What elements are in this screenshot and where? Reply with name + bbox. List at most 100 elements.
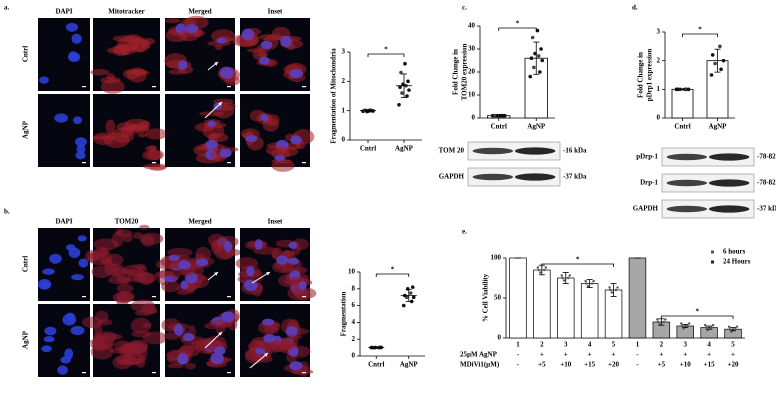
- cell-signal: [139, 224, 150, 230]
- significance: *: [695, 308, 699, 316]
- blot-size: -37 kDa: [757, 205, 776, 213]
- nucleus: [65, 22, 78, 32]
- band: [472, 147, 514, 155]
- x-tick-label: 1: [516, 341, 520, 349]
- y-tick-label: 50: [494, 294, 502, 302]
- significance-bracket: [660, 315, 734, 319]
- legend-label: 24 Hours: [723, 258, 751, 266]
- nucleus: [60, 356, 71, 364]
- table-cell: +20: [608, 361, 619, 369]
- bar: [533, 269, 551, 339]
- panel-label: b.: [4, 208, 10, 216]
- cell-signal: [199, 111, 225, 116]
- nucleus: [41, 345, 52, 353]
- nucleus: [77, 235, 87, 242]
- cell-signal: [109, 263, 120, 273]
- blot-frame: [467, 167, 561, 187]
- scale-bar: [152, 86, 156, 88]
- y-axis-label: Fragmentation of Mitochondria: [330, 48, 338, 144]
- nucleus: [210, 352, 224, 365]
- nucleus: [219, 148, 232, 158]
- row-label: AgNP: [22, 120, 30, 139]
- blot-name: TOM 20: [439, 147, 465, 155]
- nucleus: [258, 56, 270, 65]
- scale-bar: [152, 162, 156, 164]
- nucleus: [263, 333, 276, 343]
- arrow: [204, 101, 223, 119]
- point-decor: [680, 322, 683, 325]
- point-decor: [568, 274, 571, 277]
- nucleus: [262, 318, 275, 326]
- nucleus: [39, 76, 49, 84]
- arrow-head: [218, 332, 222, 336]
- point-decor: [727, 325, 731, 328]
- significance: *: [391, 266, 395, 274]
- point-decor: [609, 288, 612, 292]
- nucleus: [246, 266, 255, 277]
- y-axis-label: % Cell Viability: [482, 273, 490, 322]
- y-tick-label: 3: [342, 48, 346, 56]
- x-tick-label: 2: [660, 341, 664, 349]
- data-point: [683, 87, 687, 92]
- point-decor: [686, 324, 689, 328]
- scale-bar: [227, 372, 231, 374]
- nucleus: [290, 135, 302, 145]
- table-cell: +15: [584, 361, 595, 369]
- point-decor: [537, 268, 540, 272]
- table-cell: +20: [728, 361, 739, 369]
- point-decor: [680, 324, 684, 328]
- blot-size: -16 kDa: [563, 147, 587, 155]
- nucleus: [185, 24, 199, 34]
- nucleus: [65, 312, 75, 320]
- cell-signal: [167, 363, 184, 369]
- nucleus: [260, 113, 269, 122]
- y-tick-label: 100: [491, 254, 502, 262]
- y-tick-label: 1: [342, 106, 346, 114]
- y-axis-label: Fold Change in: [452, 49, 460, 95]
- nucleus: [243, 279, 258, 292]
- significance: *: [698, 26, 702, 34]
- nucleus: [57, 365, 68, 375]
- nucleus: [216, 37, 227, 44]
- column-header: Merged: [188, 218, 211, 226]
- blot-frame: [467, 141, 561, 161]
- column-header: Merged: [188, 8, 211, 16]
- nucleus: [219, 66, 234, 79]
- y-tick-label: 10: [468, 91, 476, 99]
- point-decor: [585, 282, 588, 285]
- cell-signal: [184, 362, 197, 370]
- panel-label: e.: [462, 228, 467, 236]
- y-tick-label: 40: [468, 22, 476, 30]
- significance: *: [576, 256, 580, 264]
- table-cell: +: [540, 351, 544, 359]
- nucleus: [288, 241, 298, 249]
- blot-name: GAPDH: [633, 205, 659, 213]
- x-tick-label: Cntrl: [674, 123, 690, 131]
- scale-bar: [302, 372, 306, 374]
- nucleus: [274, 154, 286, 162]
- scale-bar: [302, 296, 306, 298]
- y-tick-label: 0: [498, 334, 502, 342]
- scale-bar: [302, 162, 306, 164]
- cell-signal: [286, 334, 303, 340]
- cell-signal: [94, 246, 110, 256]
- point-decor: [735, 325, 739, 328]
- band: [514, 173, 556, 181]
- point-decor: [688, 322, 691, 325]
- micrograph: [38, 18, 90, 91]
- band: [514, 147, 556, 155]
- micrograph: [92, 94, 168, 171]
- table-cell: +: [731, 351, 735, 359]
- band: [666, 153, 708, 161]
- panel-label: c.: [462, 4, 467, 12]
- nucleus: [220, 311, 235, 323]
- cell-signal: [90, 68, 110, 76]
- data-point: [405, 94, 409, 98]
- cell-signal: [167, 247, 193, 257]
- bar: [580, 283, 599, 339]
- nucleus: [195, 258, 209, 267]
- y-tick-label: 1: [657, 85, 661, 93]
- data-point: [399, 70, 403, 75]
- cell-signal: [95, 310, 109, 323]
- nucleus: [71, 274, 84, 281]
